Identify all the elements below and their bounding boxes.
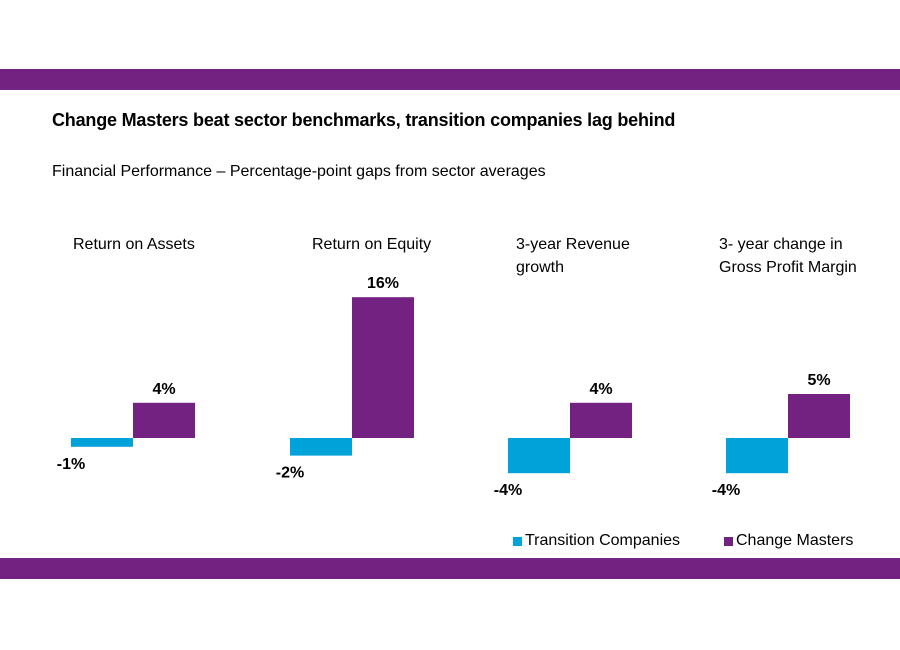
panel-title-line: 3-year Revenue — [516, 236, 630, 253]
bar-transition-1 — [290, 438, 352, 456]
bar-transition-2 — [508, 438, 570, 474]
data-label-change-masters-2: 4% — [589, 381, 612, 398]
panel-title-line: Gross Profit Margin — [719, 259, 857, 276]
data-label-transition-0: -1% — [57, 456, 85, 473]
legend-item-transition: Transition Companies — [513, 532, 680, 550]
panel-title-gross-margin: 3- year change in Gross Profit Margin — [719, 233, 869, 279]
data-label-transition-1: -2% — [276, 465, 304, 482]
top-accent-band — [0, 69, 900, 90]
panel-title-line: Return on Assets — [73, 236, 195, 253]
panel-title-line: 3- year change in — [719, 236, 843, 253]
data-label-transition-3: -4% — [712, 482, 740, 499]
bar-transition-0 — [71, 438, 133, 447]
bar-change-masters-2 — [570, 402, 632, 438]
panel-title-line: growth — [516, 259, 565, 276]
panel-title-revenue-growth: 3-year Revenue growth — [516, 233, 666, 279]
panel-title-return-on-assets: Return on Assets — [73, 233, 223, 256]
data-label-change-masters-3: 5% — [807, 372, 830, 389]
bar-transition-3 — [726, 438, 788, 474]
legend-swatch-transition — [513, 536, 522, 546]
bar-change-masters-0 — [133, 402, 195, 438]
data-label-transition-2: -4% — [494, 482, 522, 499]
legend-label-change-masters: Change Masters — [736, 532, 854, 549]
bar-change-masters-3 — [788, 394, 850, 438]
chart-title: Change Masters beat sector benchmarks, t… — [52, 110, 676, 130]
panel-title-return-on-equity: Return on Equity — [312, 233, 462, 256]
legend-label-transition: Transition Companies — [525, 532, 681, 549]
panel-title-line: Return on Equity — [312, 236, 432, 253]
bottom-accent-band — [0, 558, 900, 579]
legend-item-change-masters: Change Masters — [724, 532, 853, 550]
legend-swatch-change-masters — [724, 536, 733, 546]
bar-change-masters-1 — [352, 297, 414, 438]
chart-subtitle: Financial Performance – Percentage-point… — [52, 163, 546, 180]
data-label-change-masters-1: 16% — [367, 275, 399, 292]
data-label-change-masters-0: 4% — [152, 381, 175, 398]
